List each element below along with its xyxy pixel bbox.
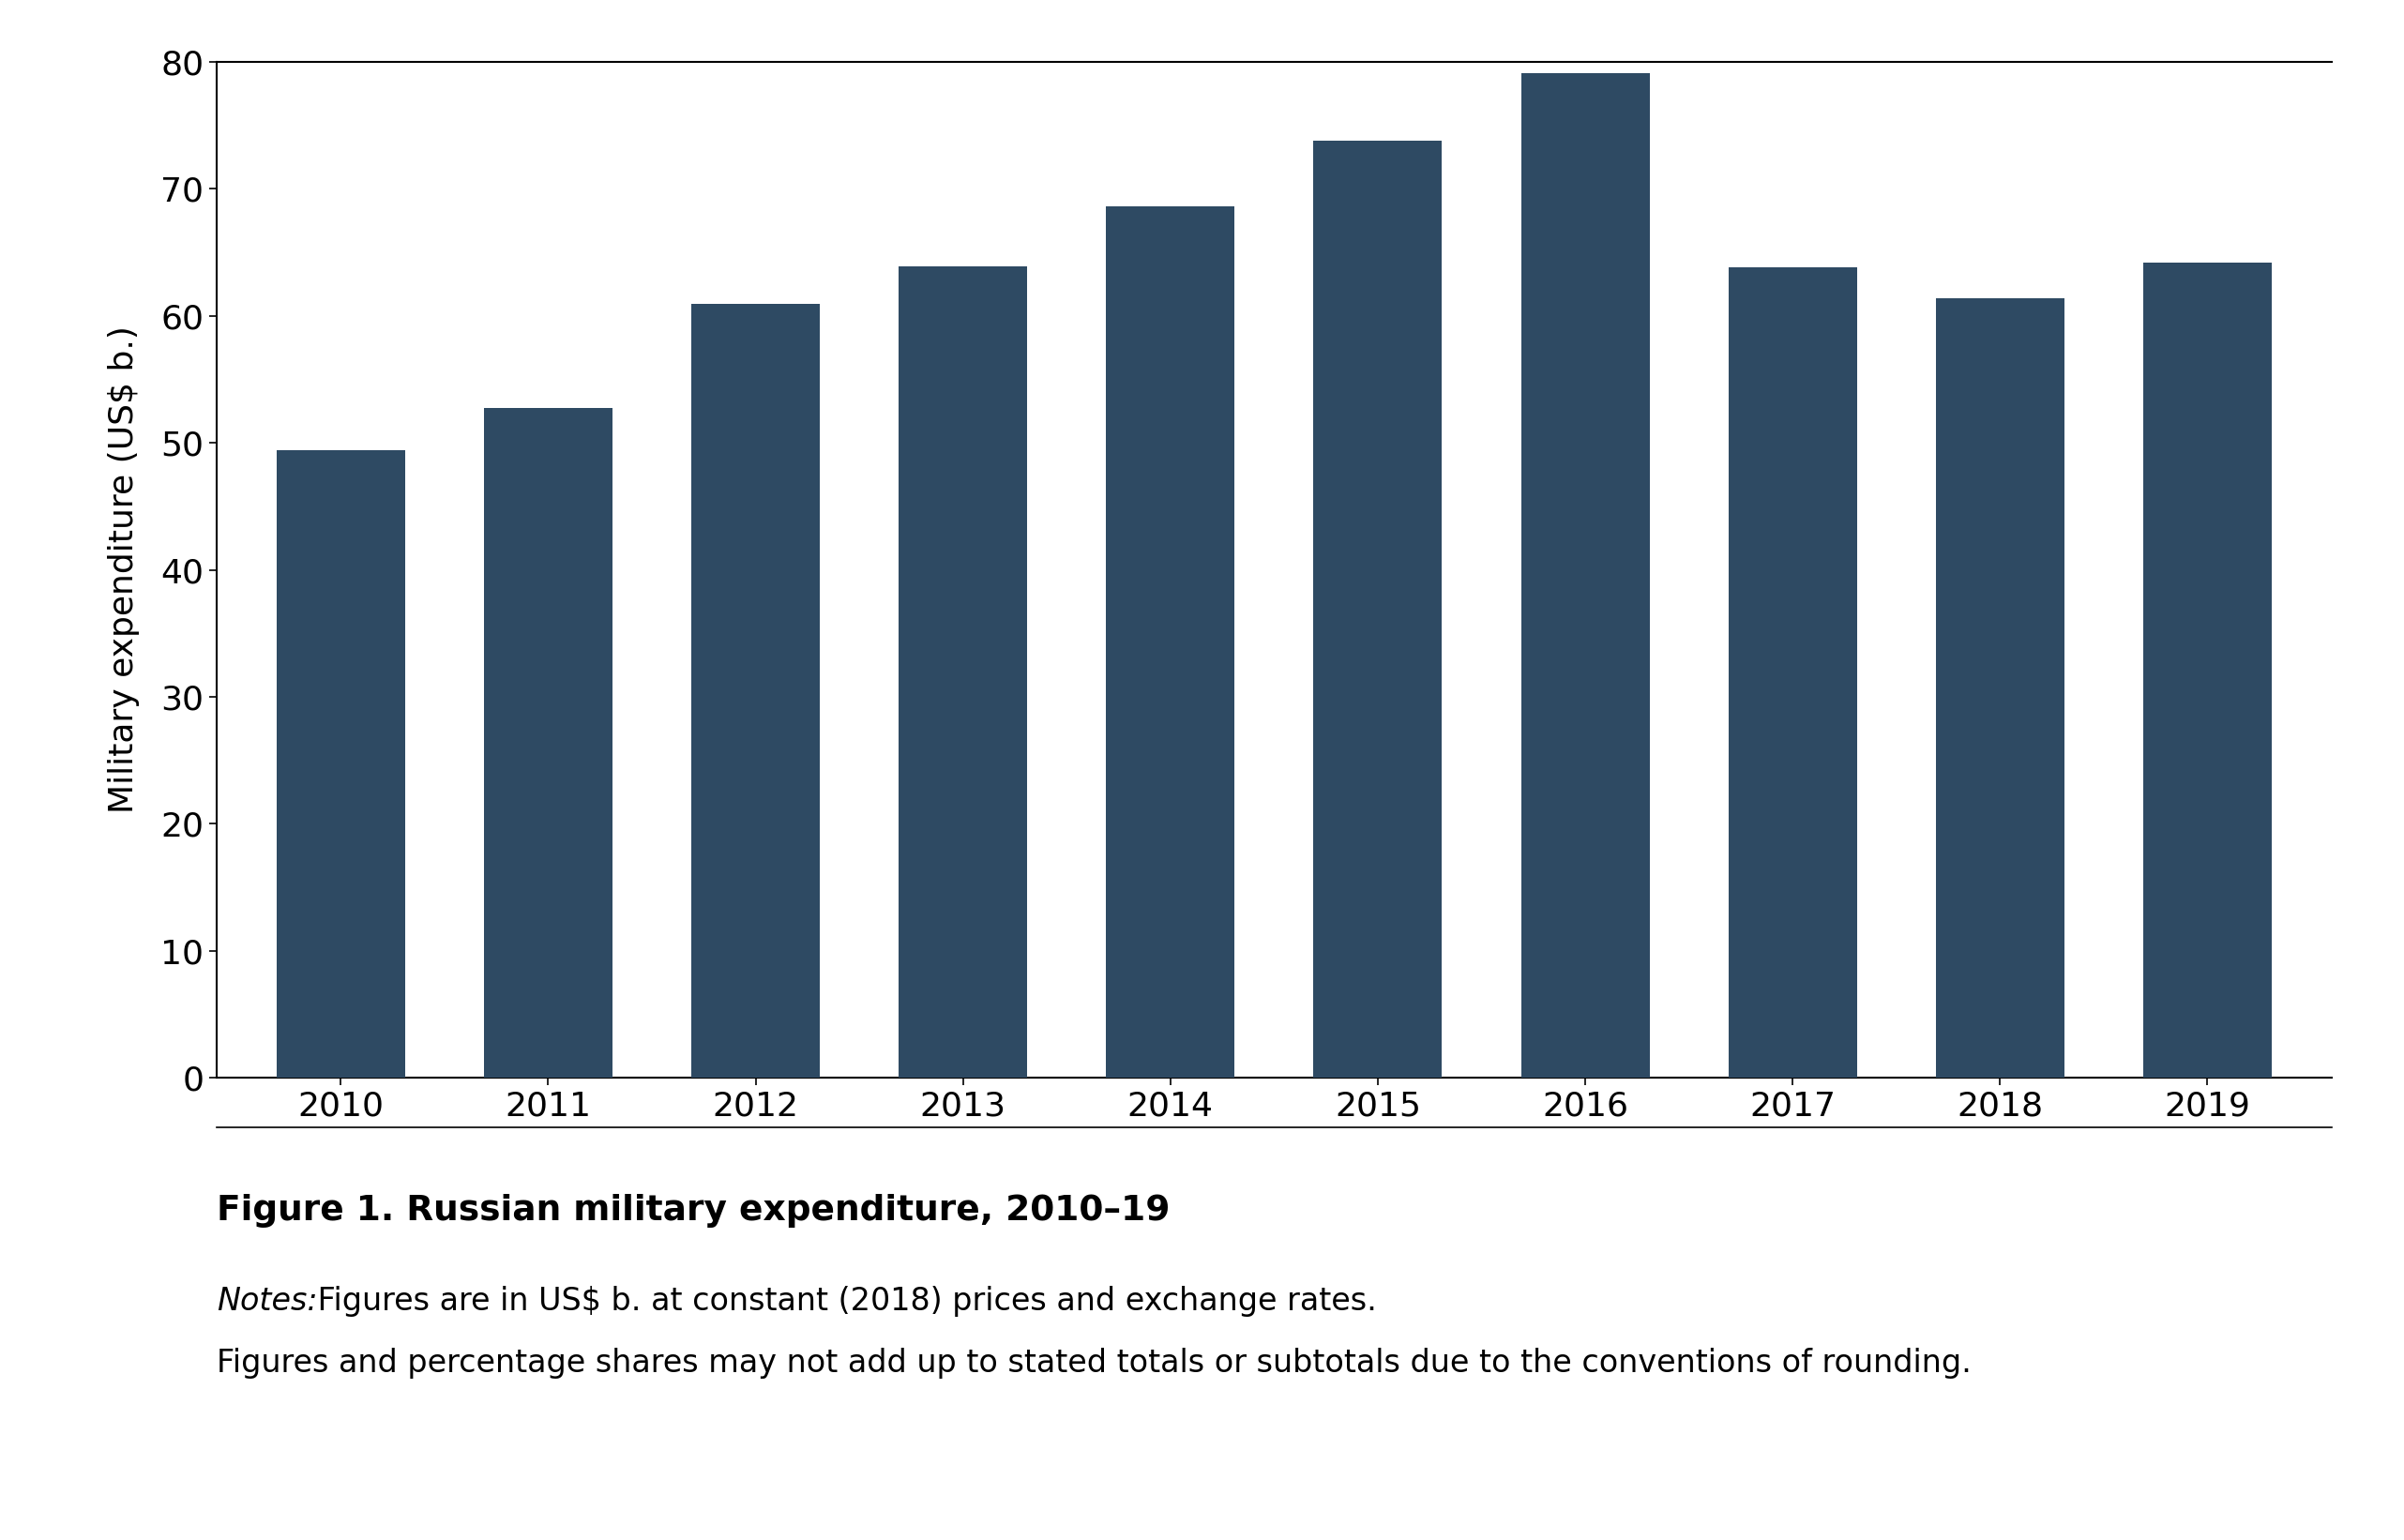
Text: Notes:: Notes: — [216, 1286, 317, 1317]
Bar — [899, 266, 1027, 1078]
Bar — [1522, 72, 1649, 1078]
Bar — [1313, 140, 1442, 1078]
Bar — [276, 450, 406, 1078]
Text: Figures and percentage shares may not add up to stated totals or subtotals due t: Figures and percentage shares may not ad… — [216, 1348, 1971, 1378]
Bar — [1935, 297, 2065, 1078]
Text: Figure 1. Russian military expenditure, 2010–19: Figure 1. Russian military expenditure, … — [216, 1194, 1171, 1227]
Bar — [692, 305, 820, 1078]
Y-axis label: Military expenditure (US$ b.): Military expenditure (US$ b.) — [108, 326, 139, 813]
Bar — [1728, 268, 1856, 1078]
Bar — [483, 408, 613, 1078]
Bar — [2142, 262, 2272, 1078]
Text: Figures are in US$ b. at constant (2018) prices and exchange rates.: Figures are in US$ b. at constant (2018)… — [308, 1286, 1377, 1317]
Bar — [1106, 206, 1236, 1078]
